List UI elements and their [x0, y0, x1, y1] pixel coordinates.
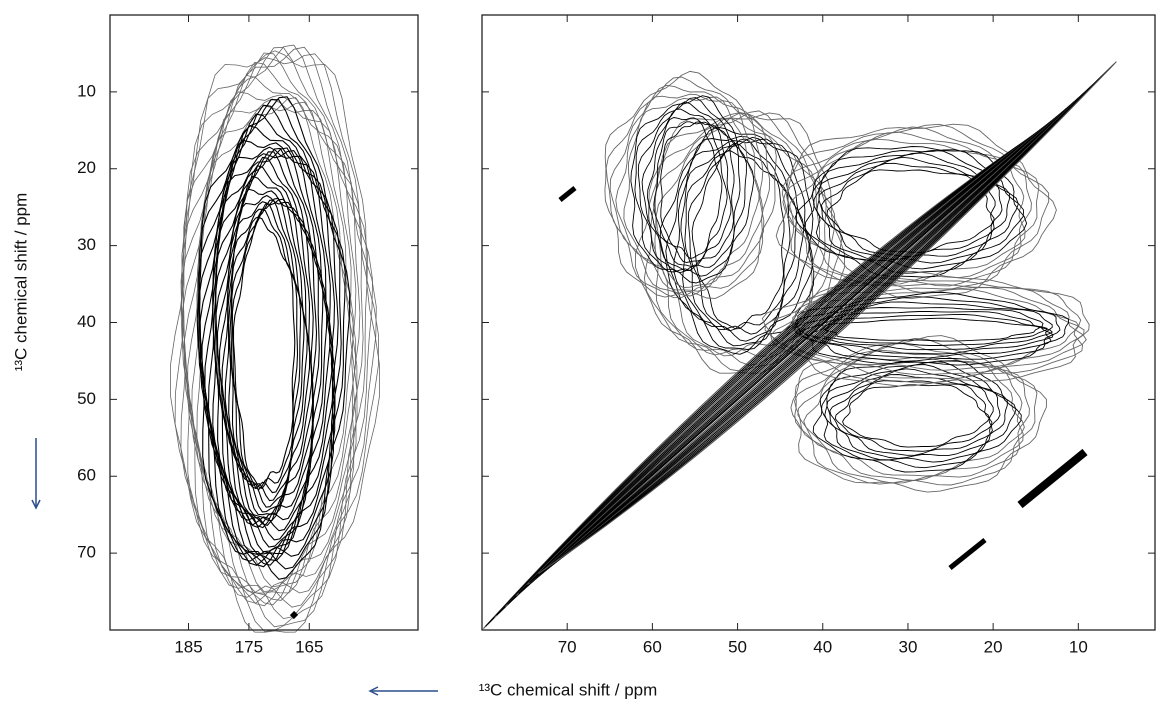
- y-tick-label: 30: [77, 235, 96, 254]
- panel-frame: [110, 15, 418, 630]
- y-axis-label: ¹³C chemical shift / ppm: [11, 193, 30, 372]
- contour: [199, 100, 346, 569]
- x-tick-label: 50: [728, 637, 747, 656]
- x-tick-label: 175: [235, 637, 263, 656]
- y-tick-label: 20: [77, 158, 96, 177]
- contour: [950, 540, 985, 568]
- contour: [825, 318, 1039, 341]
- x-axis-label: ¹³C chemical shift / ppm: [479, 680, 658, 699]
- contour: [681, 137, 804, 341]
- contour: [514, 86, 1092, 598]
- contour: [804, 357, 1025, 476]
- contour: [692, 151, 784, 329]
- contour: [292, 613, 296, 617]
- contour: [1020, 452, 1085, 505]
- x-tick-label: 10: [1069, 637, 1088, 656]
- x-tick-label: 30: [898, 637, 917, 656]
- figure: ¹³C chemical shift / ppm ¹³C chemical sh…: [0, 0, 1157, 709]
- contour: [222, 196, 312, 515]
- x-tick-label: 60: [643, 637, 662, 656]
- contour: [209, 151, 333, 552]
- contour: [170, 51, 379, 632]
- y-tick-label: 50: [77, 389, 96, 408]
- y-tick-label: 70: [77, 543, 96, 562]
- x-tick-label: 165: [295, 637, 323, 656]
- x-tick-label: 40: [813, 637, 832, 656]
- contours: [170, 45, 1116, 632]
- contour: [560, 188, 575, 200]
- contour: [181, 47, 376, 627]
- y-tick-label: 40: [77, 312, 96, 331]
- x-tick-label: 20: [984, 637, 1003, 656]
- contour: [830, 375, 993, 456]
- y-tick-label: 10: [77, 81, 96, 100]
- x-tick-label: 70: [558, 637, 577, 656]
- contour: [199, 105, 342, 565]
- contour: [835, 381, 992, 452]
- x-tick-label: 185: [174, 637, 202, 656]
- y-tick-label: 60: [77, 466, 96, 485]
